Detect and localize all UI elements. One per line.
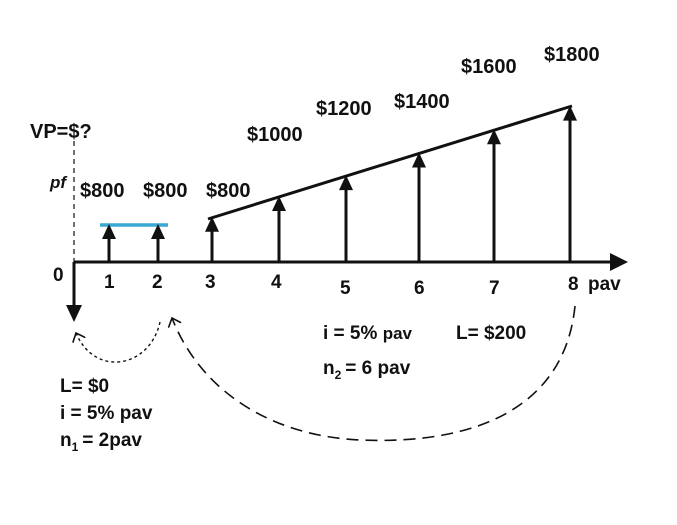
pf-label: pf — [49, 173, 68, 192]
amount-label-period-3: $800 — [206, 180, 251, 202]
period-tick-label-8: 8 — [568, 274, 579, 295]
period-tick-label-6: 6 — [414, 278, 425, 299]
discount-arrow-segment-1 — [76, 322, 160, 362]
cash-flow-arrowhead-period-3 — [205, 217, 219, 232]
segment-2-periods: n2 = 6 pav — [323, 358, 411, 382]
period-tick-label-3: 3 — [205, 272, 216, 293]
period-tick-label-4: 4 — [271, 272, 282, 293]
segment-1-gradient: L= $0 — [60, 376, 109, 397]
axis-unit-label: pav — [588, 274, 621, 295]
amount-label-period-5: $1200 — [316, 98, 372, 120]
segment-2-rate: i = 5% pav — [323, 323, 413, 344]
origin-label: 0 — [53, 265, 64, 286]
present-value-label: VP=$? — [30, 121, 92, 143]
gradient-trend-line — [208, 106, 572, 219]
segment-2-gradient: L= $200 — [456, 323, 526, 344]
period-tick-label-1: 1 — [104, 272, 115, 293]
period-tick-label-7: 7 — [489, 278, 500, 299]
segment-1-periods: n1 = 2pav — [60, 430, 142, 454]
segment-2-parameters: i = 5% pav L= $200 n2 = 6 pav — [323, 323, 526, 382]
present-value-arrowhead — [66, 305, 82, 322]
period-tick-label-5: 5 — [340, 278, 351, 299]
segment-1-parameters: L= $0 i = 5% pav n1 = 2pav — [60, 376, 153, 454]
amount-label-period-6: $1400 — [394, 91, 450, 113]
period-tick-labels: 1 2 3 4 5 6 7 8 — [104, 272, 579, 299]
amount-label-period-1: $800 — [80, 180, 125, 202]
amount-label-period-7: $1600 — [461, 56, 517, 78]
amount-label-period-2: $800 — [143, 180, 188, 202]
time-axis-arrowhead — [610, 253, 628, 271]
period-tick-label-2: 2 — [152, 272, 163, 293]
amount-label-period-4: $1000 — [247, 124, 303, 146]
amount-label-period-8: $1800 — [544, 44, 600, 66]
segment-1-rate: i = 5% pav — [60, 403, 153, 424]
